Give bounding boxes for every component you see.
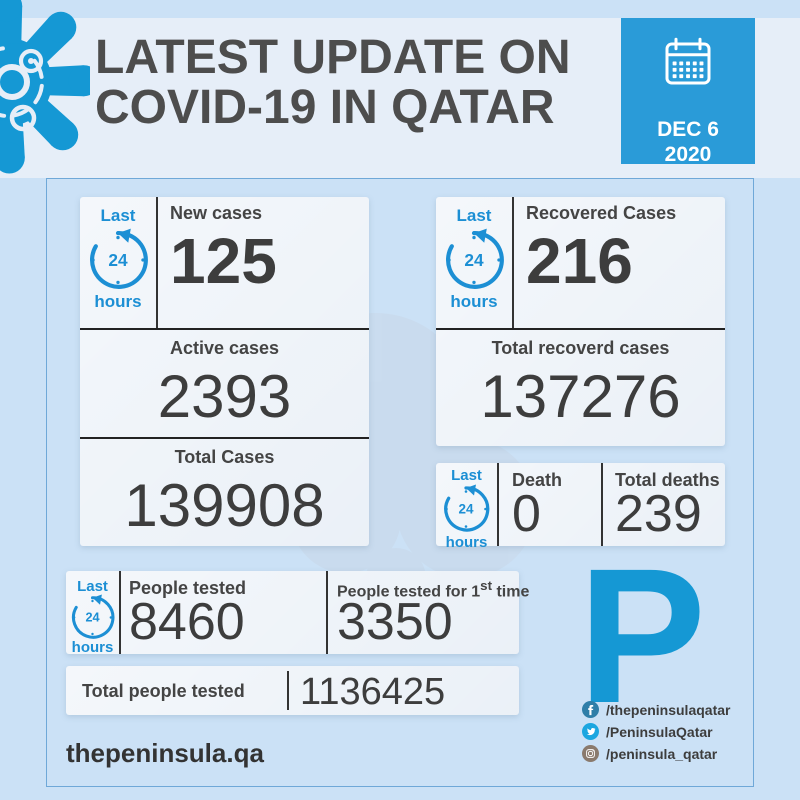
svg-text:24: 24 [464,250,484,270]
svg-text:24: 24 [85,611,99,625]
svg-text:24: 24 [108,250,128,270]
svg-text:24: 24 [458,502,474,517]
